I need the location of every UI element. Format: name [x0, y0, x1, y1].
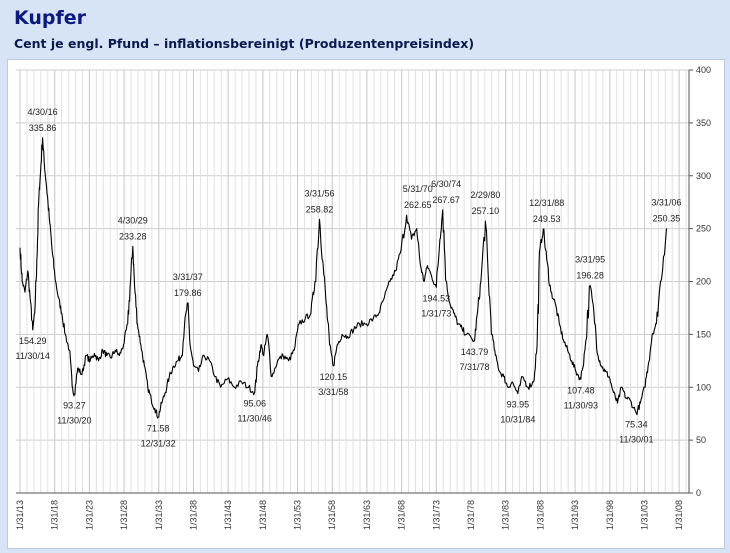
y-tick-label: 400	[696, 65, 711, 75]
annotation-date: 11/30/20	[57, 415, 91, 425]
y-tick-label: 250	[696, 224, 711, 234]
chart-subtitle: Cent je engl. Pfund – inflationsbereinig…	[14, 36, 475, 51]
annotation-value: 233.28	[119, 231, 147, 241]
x-tick-label: 1/31/38	[188, 500, 198, 530]
annotation-value: 250.35	[653, 213, 681, 223]
x-tick-label: 1/31/23	[84, 500, 94, 530]
annotation-date: 12/31/32	[141, 438, 176, 448]
x-tick-label: 1/31/43	[223, 500, 233, 530]
annotation-date: 11/30/01	[619, 434, 653, 444]
annotation-value: 75.34	[625, 419, 648, 429]
x-tick-label: 1/31/48	[258, 500, 268, 530]
annotation-date: 3/31/37	[173, 272, 203, 282]
x-tick-label: 1/31/73	[431, 500, 441, 530]
annotation-date: 11/30/46	[238, 413, 272, 423]
annotation-date: 3/31/58	[318, 387, 348, 397]
y-tick-label: 200	[696, 277, 711, 287]
annotation-date: 11/30/14	[16, 351, 50, 361]
annotation-value: 179.86	[174, 288, 202, 298]
annotation-value: 93.95	[507, 400, 530, 410]
annotation-date: 5/31/70	[403, 184, 433, 194]
annotation-value: 257.10	[472, 206, 500, 216]
annotation-value: 258.82	[306, 204, 334, 214]
chart-panel	[7, 59, 725, 549]
x-tick-label: 1/31/68	[397, 500, 407, 530]
y-tick-label: 150	[696, 329, 711, 339]
y-tick-label: 50	[696, 435, 706, 445]
x-tick-label: 1/31/28	[119, 500, 129, 530]
annotation-value: 71.58	[147, 423, 170, 433]
annotation-value: 95.06	[243, 398, 266, 408]
annotation-date: 11/30/93	[564, 400, 598, 410]
annotation-date: 2/29/80	[470, 190, 500, 200]
x-tick-label: 1/31/13	[15, 500, 25, 530]
x-tick-label: 1/31/88	[535, 500, 545, 530]
x-tick-label: 1/31/83	[501, 500, 511, 530]
annotation-date: 4/30/16	[28, 107, 58, 117]
x-tick-label: 1/31/58	[327, 500, 337, 530]
annotation-date: 10/31/84	[500, 415, 535, 425]
annotation-value: 107.48	[567, 385, 595, 395]
annotation-date: 3/31/95	[575, 254, 605, 264]
x-tick-label: 1/31/03	[639, 500, 649, 530]
y-tick-label: 350	[696, 118, 711, 128]
x-tick-label: 1/31/93	[570, 500, 580, 530]
annotation-date: 12/31/88	[529, 198, 564, 208]
y-tick-label: 0	[696, 488, 701, 498]
annotation-date: 3/31/06	[651, 197, 681, 207]
annotation-value: 262.65	[404, 200, 432, 210]
annotation-value: 249.53	[533, 214, 561, 224]
x-tick-label: 1/31/63	[362, 500, 372, 530]
annotation-date: 7/31/78	[459, 362, 489, 372]
y-tick-label: 100	[696, 382, 711, 392]
annotation-value: 196.28	[576, 270, 604, 280]
annotation-date: 3/31/56	[305, 188, 335, 198]
annotation-value: 143.79	[461, 347, 489, 357]
x-tick-label: 1/31/53	[293, 500, 303, 530]
x-tick-label: 1/31/18	[50, 500, 60, 530]
y-tick-label: 300	[696, 171, 711, 181]
x-tick-label: 1/31/08	[674, 500, 684, 530]
chart-title: Kupfer	[14, 7, 87, 29]
x-tick-label: 1/31/33	[154, 500, 164, 530]
annotation-value: 267.67	[432, 195, 460, 205]
x-tick-label: 1/31/98	[605, 500, 615, 530]
annotation-value: 120.15	[320, 372, 348, 382]
x-tick-label: 1/31/78	[466, 500, 476, 530]
annotation-value: 154.29	[19, 336, 47, 346]
annotation-date: 4/30/29	[118, 215, 148, 225]
copper-price-line	[19, 137, 668, 419]
annotation-date: 1/31/73	[421, 308, 451, 318]
annotation-value: 93.27	[63, 400, 86, 410]
annotation-value: 335.86	[29, 123, 57, 133]
annotation-value: 194.53	[423, 293, 451, 303]
annotation-date: 6/30/74	[431, 179, 461, 189]
